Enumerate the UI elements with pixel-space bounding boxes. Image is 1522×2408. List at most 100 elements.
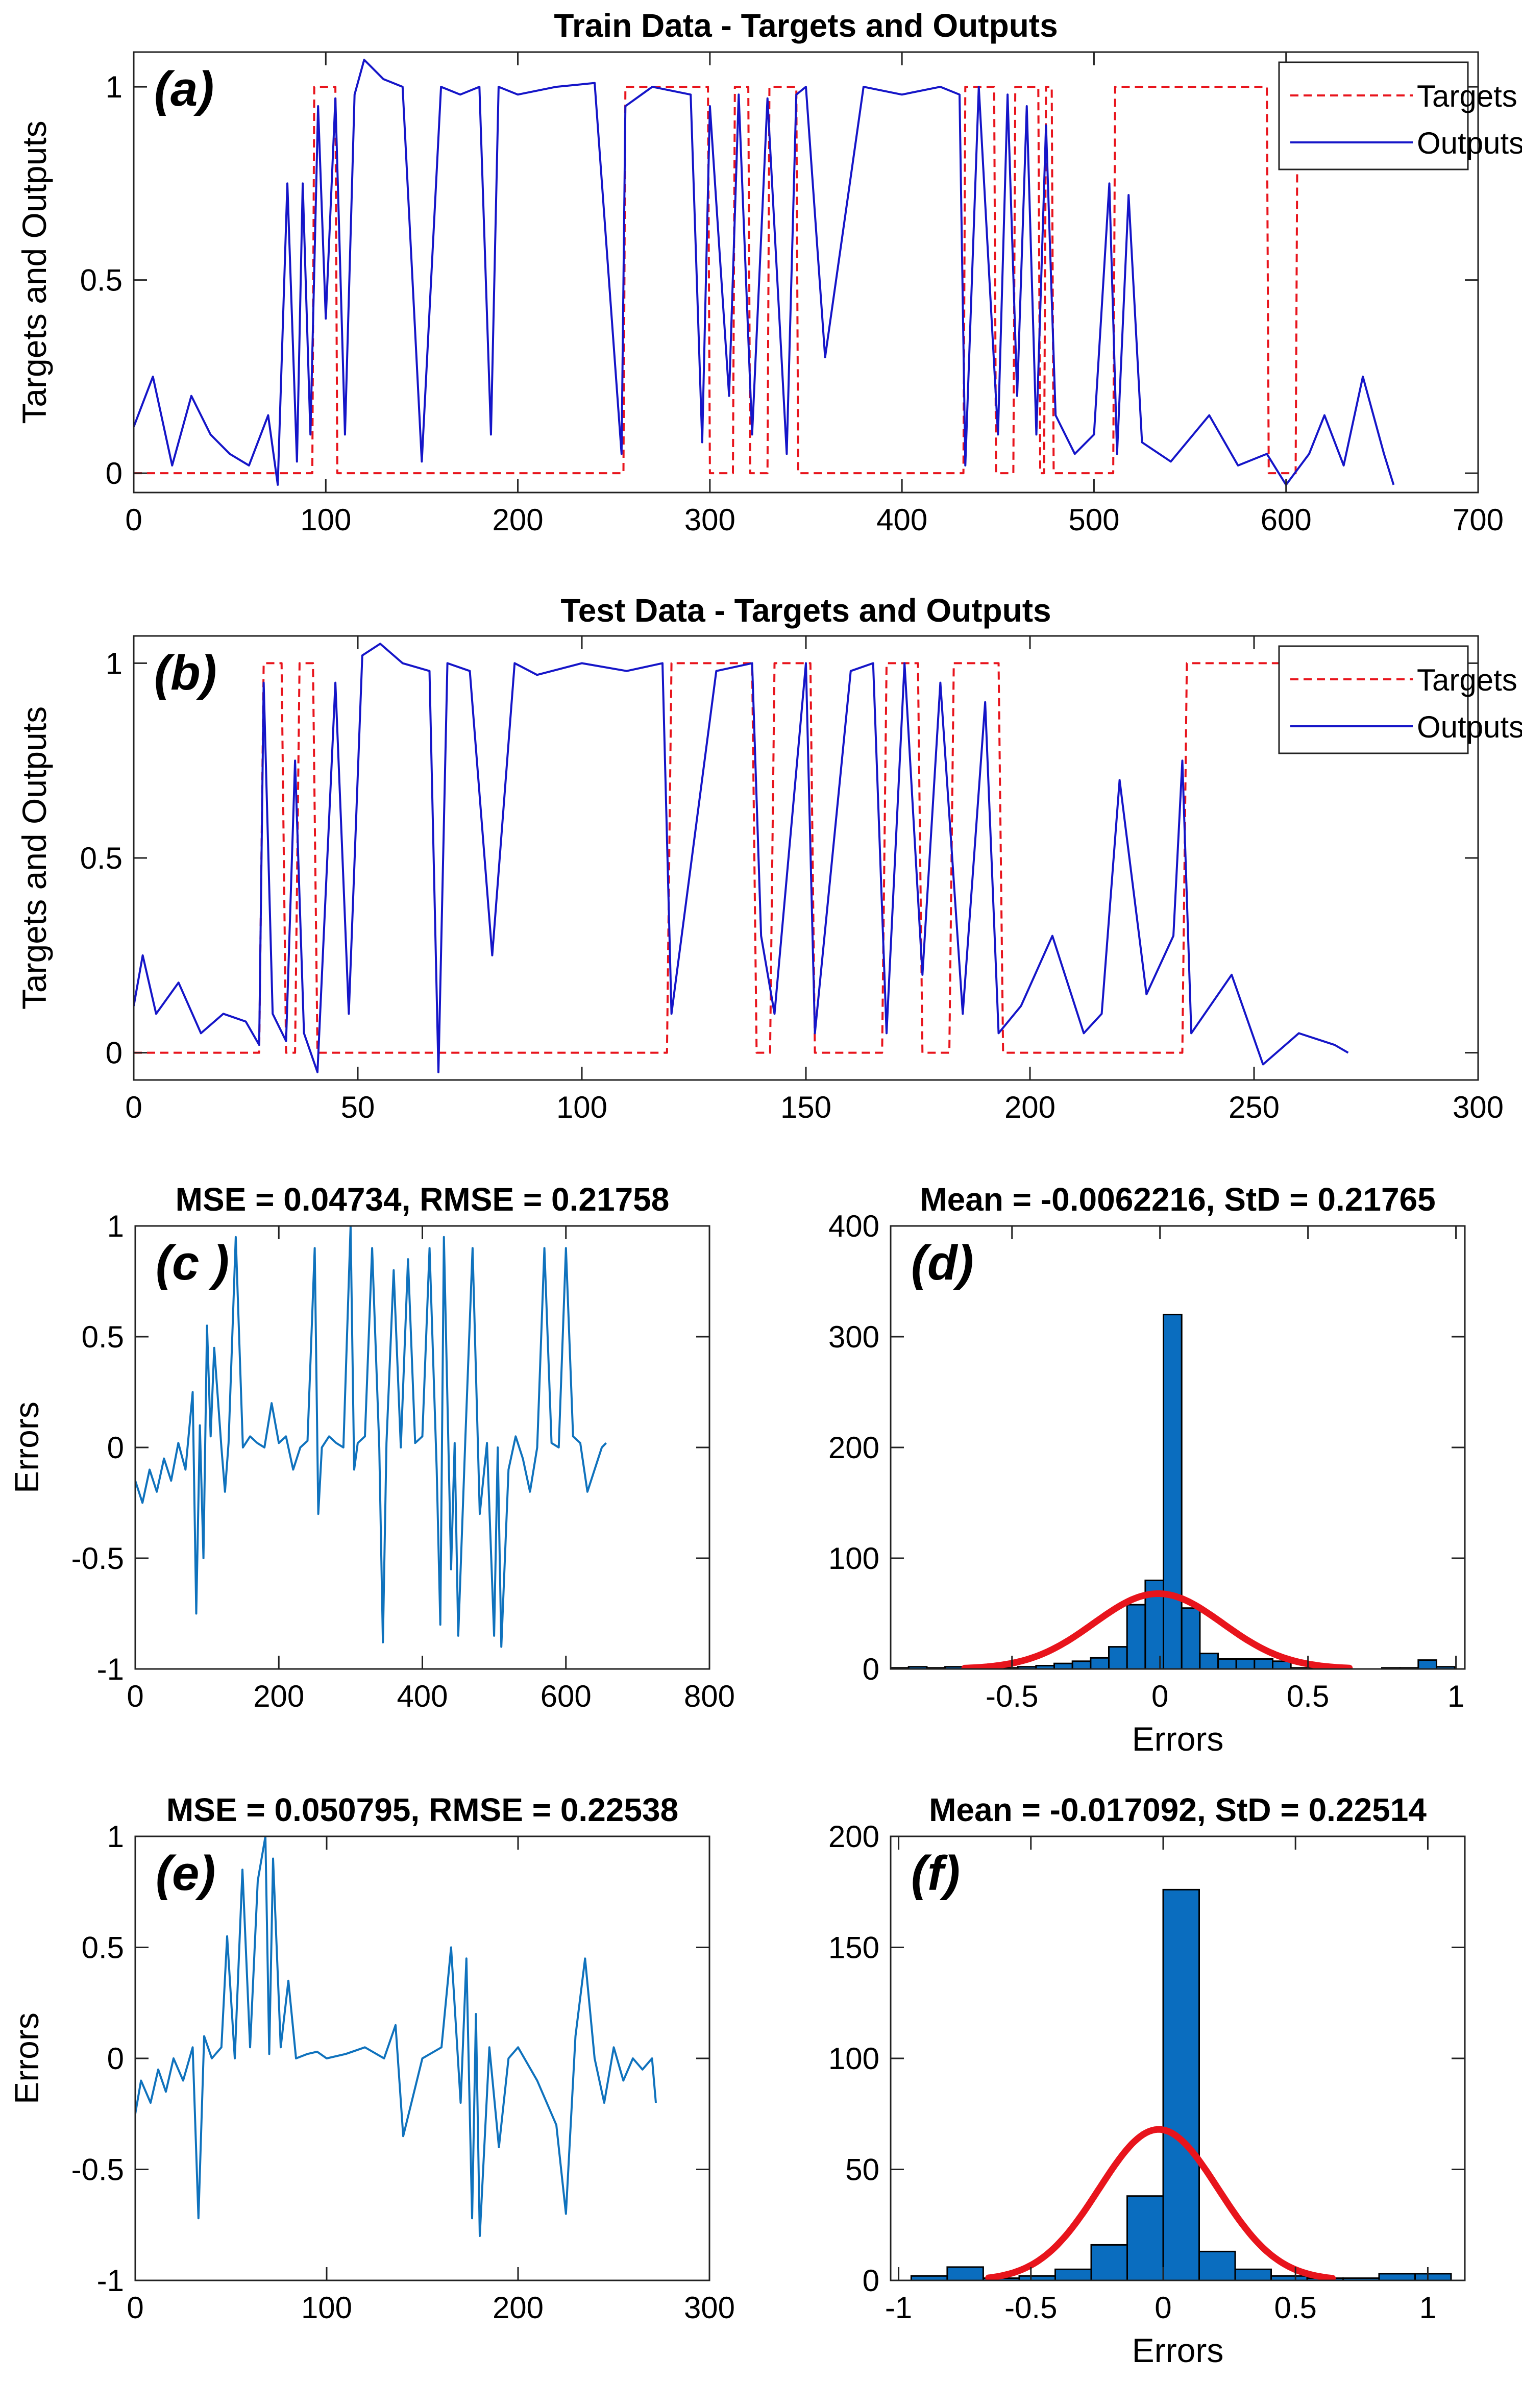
panel-d: Mean = -0.0062216, StD = 0.21765 -0.5 0 0.5… — [828, 1181, 1466, 1758]
legend-entry-label: Targets — [1417, 663, 1517, 697]
y-axis-label: Errors — [8, 1402, 45, 1493]
histogram-bar — [1071, 1660, 1092, 1669]
y-tick-label: 0.5 — [80, 263, 122, 298]
y-tick-label: 100 — [828, 1541, 879, 1576]
plot-area — [135, 1226, 607, 1648]
x-tick-label: 500 — [1068, 503, 1119, 537]
x-tick-label: 200 — [493, 2291, 544, 2325]
panel-f: Mean = -0.017092, StD = 0.22514 -1 -0.5 0 0.… — [828, 1791, 1466, 2369]
y-tick-label: 0.5 — [80, 841, 122, 875]
legend-entry-label: Outputs — [1417, 126, 1522, 160]
y-tick-label: 400 — [828, 1209, 879, 1243]
panel-label: (d) — [911, 1236, 974, 1290]
legend: Targets Outputs — [1278, 61, 1522, 170]
series-line-errors — [135, 1836, 657, 2237]
histogram-bar — [1108, 1646, 1128, 1669]
histogram-bar — [1417, 1659, 1438, 1669]
y-tick-label: 1 — [106, 70, 122, 104]
series-line-targets — [134, 662, 1353, 1054]
histogram-bar — [1199, 1653, 1219, 1669]
histogram-bar — [1254, 1658, 1274, 1669]
x-axis-label: Errors — [1132, 1720, 1224, 1758]
y-axis-label: Targets and Outputs — [15, 120, 53, 424]
normal-fit-curve — [985, 2126, 1336, 2280]
series-line-outputs — [134, 643, 1349, 1073]
y-tick-label: -1 — [97, 1652, 124, 1686]
chart-title: Mean = -0.017092, StD = 0.22514 — [929, 1791, 1427, 1828]
panel-a: Train Data - Targets and Outputs 0 100 200 3… — [15, 7, 1522, 537]
plot-area — [891, 1314, 1456, 1669]
x-tick-label: 100 — [300, 503, 351, 537]
x-tick-label: 200 — [1004, 1090, 1055, 1124]
chart-title: Mean = -0.0062216, StD = 0.21765 — [920, 1181, 1435, 1218]
y-tick-label: 1 — [106, 646, 122, 680]
panel-label: (f) — [911, 1846, 960, 1901]
plot-area — [910, 1888, 1452, 2280]
x-tick-label: 600 — [541, 1679, 592, 1713]
legend-entry-label: Targets — [1417, 79, 1517, 113]
histogram-bar — [1181, 1607, 1201, 1669]
panel-c: MSE = 0.04734, RMSE = 0.21758 0 200 400 600 8… — [8, 1181, 735, 1713]
chart-title: Train Data - Targets and Outputs — [554, 7, 1058, 44]
histogram-bar — [1126, 1604, 1146, 1669]
normal-fit-curve — [961, 1590, 1353, 1669]
x-tick-label: 1 — [1447, 1679, 1464, 1713]
y-tick-label: 0 — [106, 456, 122, 490]
y-axis-label: Targets and Outputs — [15, 706, 53, 1010]
x-tick-label: 50 — [341, 1090, 375, 1124]
histogram-bar — [1198, 2250, 1236, 2280]
x-tick-label: 0 — [125, 503, 142, 537]
y-tick-label: 1 — [107, 1209, 124, 1243]
x-tick-label: 200 — [493, 503, 544, 537]
legend-box — [1278, 645, 1469, 754]
legend-entry-label: Outputs — [1417, 710, 1522, 744]
x-tick-label: 100 — [301, 2291, 352, 2325]
x-tick-label: 150 — [780, 1090, 831, 1124]
x-tick-label: 0 — [1151, 1679, 1168, 1713]
axes-box — [133, 51, 1479, 494]
histogram-bar — [1234, 2268, 1272, 2280]
x-tick-label: 300 — [684, 2291, 735, 2325]
x-tick-label: 0.5 — [1287, 1679, 1329, 1713]
plot-area — [134, 643, 1353, 1073]
x-tick-label: 700 — [1453, 503, 1504, 537]
panel-label: (b) — [154, 646, 217, 700]
histogram-bar — [1163, 1314, 1183, 1669]
y-tick-label: 0 — [863, 2264, 879, 2298]
x-tick-label: 0.5 — [1274, 2291, 1316, 2325]
chart-title: Test Data - Targets and Outputs — [560, 592, 1051, 629]
panel-label: (e) — [156, 1846, 215, 1901]
y-tick-label: 0 — [863, 1652, 879, 1686]
histogram-bar — [1378, 2273, 1416, 2280]
x-tick-label: 100 — [556, 1090, 607, 1124]
plot-area — [135, 1836, 657, 2237]
x-tick-label: 0 — [125, 1090, 142, 1124]
x-tick-label: 400 — [876, 503, 927, 537]
y-tick-label: 0.5 — [82, 1931, 124, 1965]
histogram-bar — [1162, 1888, 1200, 2280]
y-tick-label: 0 — [107, 1431, 124, 1465]
y-tick-label: 200 — [828, 1431, 879, 1465]
histogram-bar — [1126, 2195, 1164, 2280]
y-tick-label: 1 — [107, 1820, 124, 1854]
x-tick-label: -0.5 — [986, 1679, 1038, 1713]
x-tick-label: 600 — [1261, 503, 1312, 537]
panel-label: (a) — [154, 62, 214, 116]
x-tick-label: 400 — [397, 1679, 448, 1713]
panel-e: MSE = 0.050795, RMSE = 0.22538 0 100 200 300… — [8, 1791, 735, 2325]
y-tick-label: -0.5 — [71, 1541, 124, 1576]
y-tick-label: 0 — [106, 1036, 122, 1070]
panel-label: (c ) — [156, 1236, 229, 1290]
y-tick-label: 150 — [828, 1931, 879, 1965]
histogram-bar — [1054, 2268, 1092, 2280]
y-tick-label: -0.5 — [71, 2153, 124, 2187]
x-tick-label: -0.5 — [1004, 2291, 1057, 2325]
histogram-bar — [1414, 2273, 1452, 2280]
y-tick-label: 0 — [107, 2042, 124, 2076]
histogram-bar — [1090, 2244, 1128, 2280]
x-tick-label: 0 — [1155, 2291, 1171, 2325]
x-tick-label: 300 — [684, 503, 735, 537]
x-tick-label: 0 — [127, 2291, 143, 2325]
histogram-bar — [1053, 1662, 1073, 1669]
